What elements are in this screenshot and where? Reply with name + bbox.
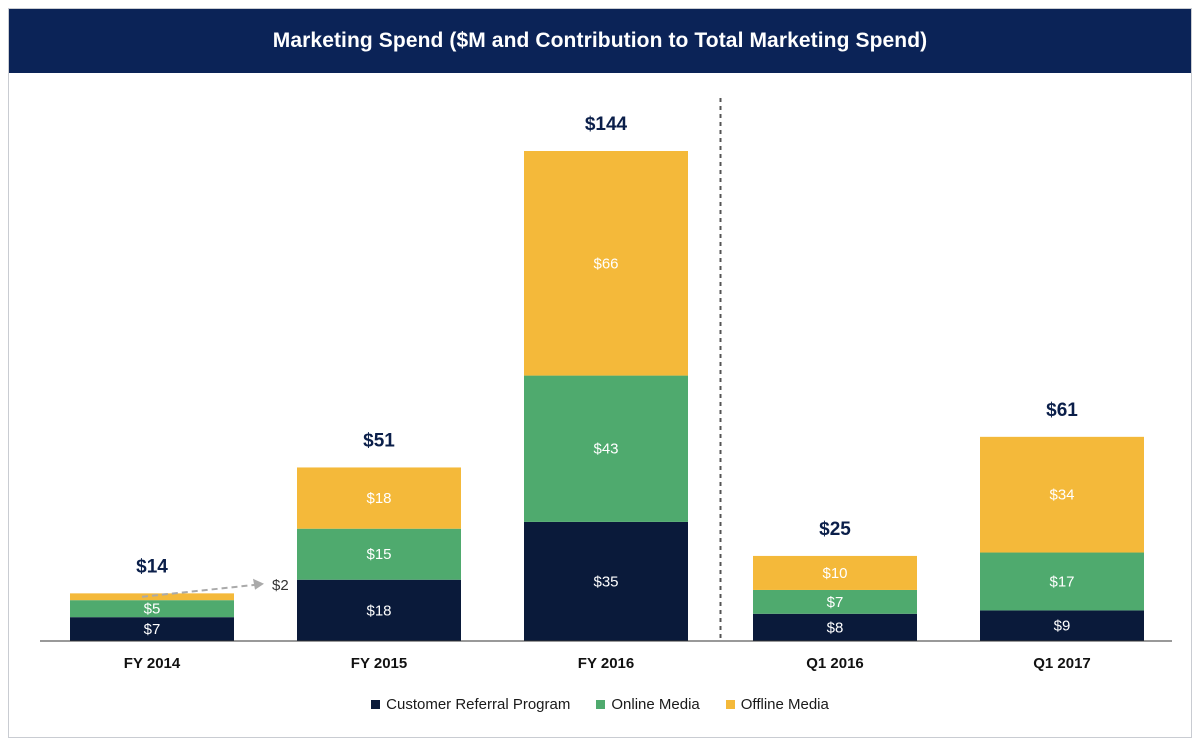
bar-fy-2014-online-media xyxy=(70,600,234,618)
data-label-q1-2017-customer-referral-program: $9 xyxy=(1054,618,1071,635)
legend-label-customer-referral: Customer Referral Program xyxy=(386,696,571,713)
data-label-q1-2016-online-media: $7 xyxy=(827,594,844,611)
bar-fy-2016-offline-media xyxy=(524,151,688,376)
total-label-fy-2015: $51 xyxy=(363,430,395,451)
bar-fy-2014-customer-referral-program xyxy=(70,617,234,641)
annotation-arrow-line xyxy=(141,583,257,598)
bar-q1-2016-online-media xyxy=(753,589,917,614)
data-label-fy-2014-online-media: $5 xyxy=(144,601,161,618)
legend-swatch-online-media xyxy=(596,700,606,709)
legend-item-offline-media: Offline Media xyxy=(725,696,829,713)
data-label-fy-2015-offline-media: $18 xyxy=(366,490,391,507)
bar-fy-2015-offline-media xyxy=(297,467,461,529)
annotation-arrow-head xyxy=(253,578,264,590)
legend-label-online-media: Online Media xyxy=(611,696,700,713)
bar-q1-2016-customer-referral-program xyxy=(753,613,917,641)
data-label-q1-2017-offline-media: $34 xyxy=(1049,487,1074,504)
bar-q1-2016-offline-media xyxy=(753,555,917,590)
x-tick-label-q1-2017: Q1 2017 xyxy=(1033,655,1091,672)
data-label-fy-2016-offline-media: $66 xyxy=(593,255,618,272)
data-label-q1-2017-online-media: $17 xyxy=(1049,573,1074,590)
x-tick-label-fy-2014: FY 2014 xyxy=(124,655,181,672)
legend: Customer Referral Program Online Media O… xyxy=(0,696,1200,713)
total-label-q1-2017: $61 xyxy=(1046,400,1078,421)
annotation-label: $2 xyxy=(272,577,289,594)
bar-q1-2017-offline-media xyxy=(980,436,1144,553)
data-label-q1-2016-customer-referral-program: $8 xyxy=(827,619,844,636)
x-tick-label-fy-2016: FY 2016 xyxy=(578,655,634,672)
bar-fy-2015-online-media xyxy=(297,528,461,580)
x-tick-label-q1-2016: Q1 2016 xyxy=(806,655,864,672)
legend-item-online-media: Online Media xyxy=(596,696,700,713)
data-label-fy-2016-online-media: $43 xyxy=(593,441,618,458)
legend-label-offline-media: Offline Media xyxy=(740,696,829,713)
bar-q1-2017-customer-referral-program xyxy=(980,610,1144,641)
legend-swatch-customer-referral xyxy=(371,700,381,709)
total-label-fy-2016: $144 xyxy=(585,114,628,135)
bar-fy-2015-customer-referral-program xyxy=(297,579,461,641)
data-label-q1-2016-offline-media: $10 xyxy=(822,565,847,582)
total-label-q1-2016: $25 xyxy=(819,519,851,540)
x-tick-label-fy-2015: FY 2015 xyxy=(351,655,407,672)
total-label-fy-2014: $14 xyxy=(136,556,168,577)
chart-header: Marketing Spend ($M and Contribution to … xyxy=(9,9,1191,73)
bar-fy-2016-customer-referral-program xyxy=(524,521,688,641)
legend-item-customer-referral: Customer Referral Program xyxy=(371,696,570,713)
chart-title: Marketing Spend ($M and Contribution to … xyxy=(272,29,928,52)
data-label-fy-2015-customer-referral-program: $18 xyxy=(366,602,391,619)
data-label-fy-2014-customer-referral-program: $7 xyxy=(144,621,161,638)
bar-fy-2016-online-media xyxy=(524,375,688,522)
legend-swatch-offline-media xyxy=(725,700,735,709)
bar-fy-2014-offline-media xyxy=(70,593,234,601)
bar-q1-2017-online-media xyxy=(980,552,1144,611)
data-label-fy-2015-online-media: $15 xyxy=(366,546,391,563)
data-label-fy-2016-customer-referral-program: $35 xyxy=(593,573,618,590)
